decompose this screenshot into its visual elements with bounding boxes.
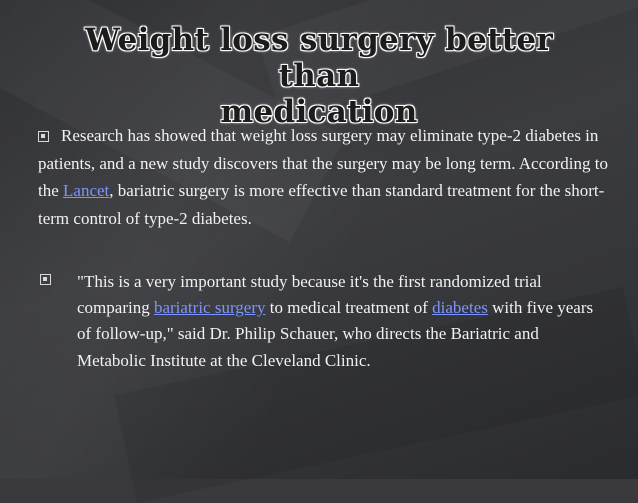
slide-title-line-1: Weight loss surgery better than [84,22,554,94]
quote-text-part-1: "This is a very important study because … [77,272,542,318]
bariatric-surgery-link[interactable]: bariatric surgery [153,298,266,318]
quote-text-part-3: with five years of follow-up," said Dr. … [77,298,594,370]
square-bullet-icon [38,131,49,142]
body-text-part-1: Research has showed that weight loss sur… [38,126,608,201]
body-paragraph: Research has showed that weight loss sur… [38,122,618,232]
quote-text-part-2: to medical treatment of [265,298,433,318]
quote-text: "This is a very important study because … [77,269,607,374]
diabetes-link[interactable]: diabetes [432,298,488,318]
slide-title-line-2: medication [220,94,418,130]
square-bullet-icon [40,274,51,285]
slide-title: Weight loss surgery better than medicati… [40,22,598,130]
slide-background [0,0,638,479]
lancet-link[interactable]: Lancet [63,181,110,201]
body-text-part-2: , bariatric surgery is more effective th… [38,181,605,228]
